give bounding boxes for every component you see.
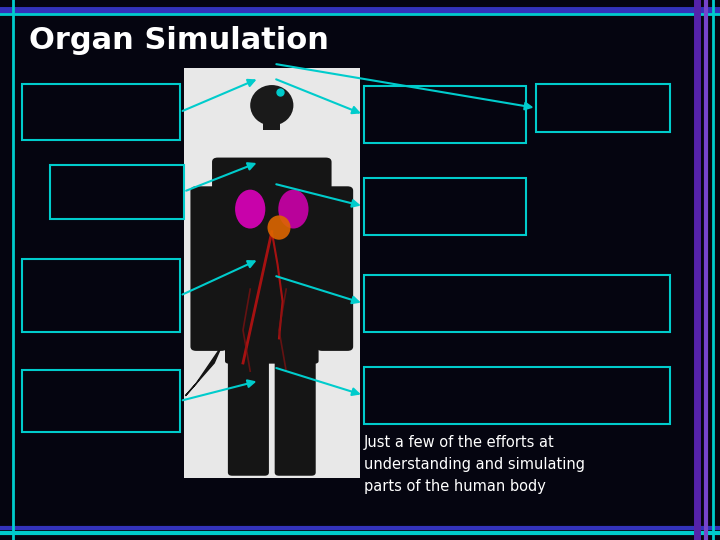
Text: Lung transport: Lung transport: [30, 93, 143, 106]
Text: Cardiac cells/muscles: Cardiac cells/muscles: [372, 285, 533, 298]
Text: Electrocardiography: Electrocardiography: [372, 377, 524, 390]
Text: –  Dartmouth: – Dartmouth: [35, 313, 117, 326]
Ellipse shape: [278, 190, 308, 228]
Bar: [184, 68, 360, 478]
Text: Kidney mesh: Kidney mesh: [30, 267, 126, 280]
Bar: [364, 178, 526, 235]
Bar: [264, 103, 281, 130]
Text: – Johns Hopkins,...: – Johns Hopkins,...: [377, 404, 490, 417]
Bar: [536, 84, 670, 132]
FancyBboxPatch shape: [275, 350, 316, 476]
Text: Cochlea: Cochlea: [372, 96, 431, 109]
FancyBboxPatch shape: [228, 350, 269, 476]
Text: Cardiac flow: Cardiac flow: [372, 188, 465, 201]
FancyBboxPatch shape: [317, 186, 353, 351]
Text: – Caltech, UM: – Caltech, UM: [377, 124, 462, 137]
Text: Organ Simulation: Organ Simulation: [29, 26, 328, 55]
Text: –  ORNL: – ORNL: [63, 199, 112, 212]
Bar: [50, 165, 184, 219]
Bar: [364, 275, 670, 332]
FancyBboxPatch shape: [190, 186, 228, 351]
Text: Brain: Brain: [545, 93, 585, 106]
Text: generation: generation: [30, 399, 112, 411]
Bar: [364, 367, 670, 424]
Text: – SDSC, Auckland, UW, Utah,: – SDSC, Auckland, UW, Utah,: [377, 313, 558, 326]
Bar: [22, 370, 180, 432]
Text: – Vanderbilt: – Vanderbilt: [35, 121, 109, 134]
Bar: [364, 86, 526, 143]
FancyBboxPatch shape: [212, 158, 331, 310]
Polygon shape: [186, 347, 222, 396]
Text: Lung flow: Lung flow: [59, 174, 132, 187]
FancyBboxPatch shape: [225, 299, 319, 363]
Ellipse shape: [235, 190, 265, 228]
Text: Just a few of the efforts at
understanding and simulating
parts of the human bod: Just a few of the efforts at understandi…: [364, 435, 585, 494]
Text: generation: generation: [30, 288, 112, 301]
Bar: [22, 259, 180, 332]
Ellipse shape: [251, 85, 294, 126]
Text: Skeletal mesh: Skeletal mesh: [30, 378, 135, 391]
Ellipse shape: [268, 215, 290, 240]
Text: – Ellisman: – Ellisman: [549, 113, 612, 126]
Bar: [22, 84, 180, 140]
Text: –NYU,...: –NYU,...: [377, 215, 425, 228]
